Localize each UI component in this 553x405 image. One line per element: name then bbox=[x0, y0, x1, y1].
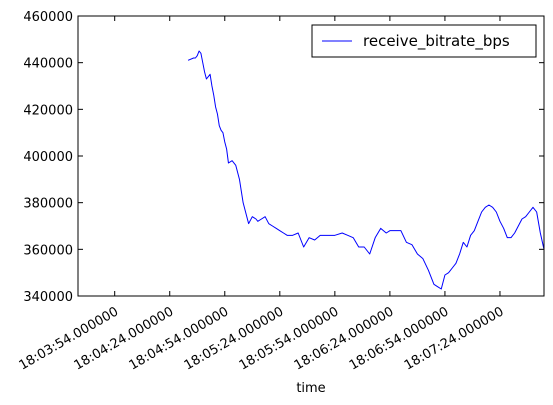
y-axis: 340000 360000 380000 400000 420000 440000 4600… bbox=[23, 10, 544, 305]
legend: receive_bitrate_bps bbox=[311, 24, 537, 58]
y-tick-label: 360000 bbox=[23, 243, 73, 258]
y-tick-label: 400000 bbox=[23, 150, 73, 165]
y-tick-label: 340000 bbox=[23, 290, 73, 305]
series-line-0 bbox=[187, 50, 545, 290]
x-axis-label: time bbox=[296, 381, 325, 396]
y-tick-label: 380000 bbox=[23, 197, 73, 212]
y-tick-label: 460000 bbox=[23, 10, 73, 25]
legend-label: receive_bitrate_bps bbox=[363, 32, 510, 51]
series-group bbox=[187, 50, 545, 290]
y-tick-label: 440000 bbox=[23, 57, 73, 72]
y-tick-label: 420000 bbox=[23, 103, 73, 118]
